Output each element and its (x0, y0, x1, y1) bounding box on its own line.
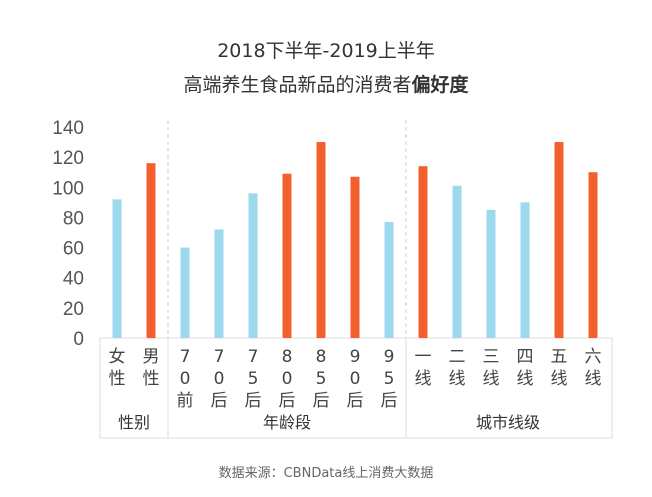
bar-75后 (248, 193, 258, 338)
title-prefix: 高端养生食品新品的消费者 (183, 74, 412, 96)
category-label: 9 (384, 347, 395, 367)
category-label: 线 (551, 369, 568, 389)
bar-85后 (316, 142, 326, 338)
category-label: 男 (143, 347, 160, 367)
category-label: 后 (381, 391, 398, 411)
category-label: 0 (350, 369, 361, 389)
title-bold: 偏好度 (411, 74, 469, 96)
bar-三线 (486, 209, 496, 338)
category-label: 女 (109, 347, 126, 367)
category-label: 5 (316, 369, 327, 389)
bar-70后 (214, 229, 224, 338)
category-label: 7 (248, 347, 259, 367)
category-label: 后 (211, 391, 228, 411)
y-tick-label: 100 (52, 178, 84, 199)
source-note: 数据来源：CBNData线上消费大数据 (218, 466, 434, 481)
bar-男性 (146, 163, 156, 338)
category-label: 一 (415, 347, 432, 367)
chart-title-line2: 高端养生食品新品的消费者偏好度 (0, 70, 652, 97)
category-label: 线 (517, 369, 534, 389)
group-label: 年龄段 (263, 413, 311, 432)
chart-title-line1: 2018下半年-2019上半年 (217, 40, 435, 62)
bar-六线 (588, 172, 598, 338)
bar-80后 (282, 173, 292, 338)
category-label: 六 (585, 347, 602, 367)
category-label: 8 (282, 347, 293, 367)
category-label: 7 (180, 347, 191, 367)
y-tick-label: 140 (52, 118, 84, 139)
y-tick-label: 40 (63, 269, 84, 290)
y-tick-label: 20 (63, 299, 84, 320)
category-label: 二 (449, 347, 466, 367)
category-label: 5 (248, 369, 259, 389)
category-label: 后 (245, 391, 262, 411)
category-label: 0 (180, 369, 191, 389)
group-label: 性别 (118, 413, 150, 432)
category-label: 线 (449, 369, 466, 389)
category-label: 0 (282, 369, 293, 389)
category-label: 性 (109, 369, 126, 389)
category-label: 前 (177, 391, 194, 411)
category-label: 0 (214, 369, 225, 389)
group-label: 城市线级 (476, 413, 540, 432)
category-label: 后 (347, 391, 364, 411)
category-label: 性 (143, 369, 160, 389)
category-label: 四 (517, 347, 534, 367)
y-tick-label: 80 (63, 208, 84, 229)
bar-四线 (520, 202, 530, 338)
bar-95后 (384, 221, 394, 338)
category-label: 7 (214, 347, 225, 367)
category-label: 三 (483, 347, 500, 367)
y-tick-label: 60 (63, 239, 84, 260)
category-label: 线 (585, 369, 602, 389)
category-label: 8 (316, 347, 327, 367)
y-tick-label: 120 (52, 148, 84, 169)
category-label: 线 (415, 369, 432, 389)
bar-90后 (350, 176, 360, 338)
category-label: 五 (551, 347, 568, 367)
category-label: 5 (384, 369, 395, 389)
y-tick-label: 0 (73, 329, 84, 350)
category-label: 后 (279, 391, 296, 411)
bar-一线 (418, 166, 428, 338)
bar-女性 (112, 199, 122, 338)
bar-二线 (452, 185, 462, 338)
bar-70前 (180, 247, 190, 338)
category-label: 线 (483, 369, 500, 389)
bar-五线 (554, 142, 564, 338)
category-label: 后 (313, 391, 330, 411)
category-label: 9 (350, 347, 361, 367)
